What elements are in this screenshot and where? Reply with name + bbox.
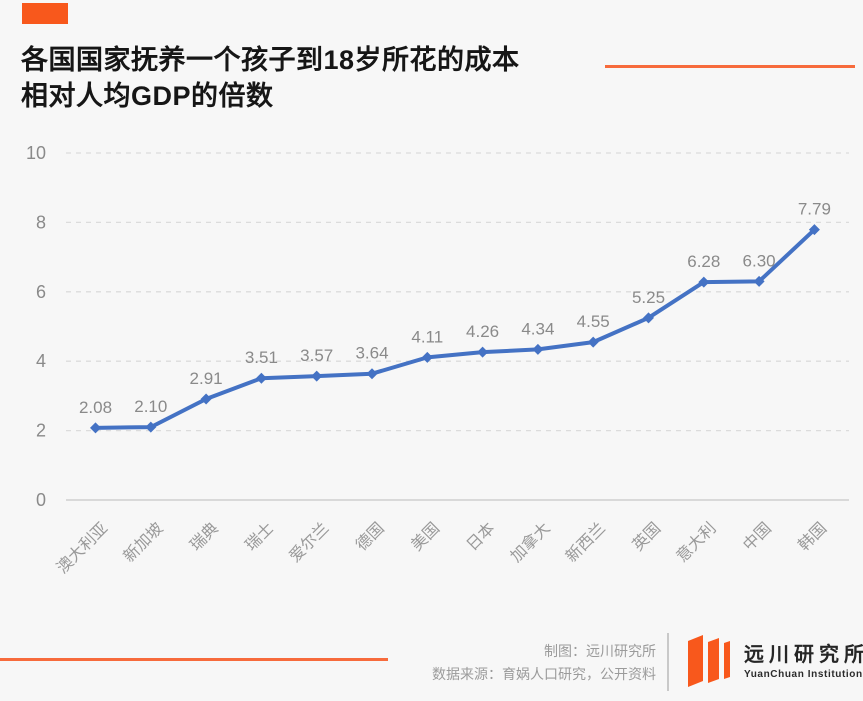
- data-point-marker: [587, 336, 599, 348]
- data-point-marker: [311, 370, 323, 382]
- x-tick-label: 美国: [408, 519, 443, 554]
- y-tick-label: 0: [36, 490, 46, 510]
- data-point-marker: [808, 224, 820, 236]
- x-tick-label: 韩国: [795, 519, 830, 554]
- x-tick-label: 英国: [629, 519, 664, 554]
- yuanchuan-logo: 远川研究所 YuanChuan Institution: [688, 633, 863, 689]
- accent-square: [22, 3, 68, 24]
- y-tick-label: 10: [26, 143, 46, 163]
- data-point-marker: [90, 422, 101, 434]
- data-point-label: 6.30: [743, 251, 776, 270]
- data-point-marker: [477, 346, 489, 358]
- y-tick-label: 4: [36, 351, 46, 371]
- x-tick-label: 中国: [740, 519, 775, 554]
- data-point-marker: [753, 275, 765, 287]
- footer-accent-line: [0, 658, 388, 661]
- x-tick-label: 德国: [352, 519, 387, 554]
- x-tick-label: 澳大利亚: [53, 519, 111, 577]
- data-point-label: 3.57: [300, 346, 333, 365]
- logo-bars-icon: [688, 635, 730, 687]
- data-point-marker: [643, 312, 654, 324]
- x-tick-label: 爱尔兰: [286, 519, 333, 566]
- data-point-label: 3.51: [245, 348, 278, 367]
- data-point-label: 2.10: [134, 397, 167, 416]
- data-point-marker: [421, 351, 433, 363]
- data-point-marker: [200, 393, 212, 405]
- x-tick-label: 日本: [463, 519, 498, 554]
- x-tick-label: 新西兰: [562, 519, 609, 566]
- line-chart: 0 2 4 6 8 10 2.08 澳大利亚 2.10 新加坡 2.91 瑞典 3.51 瑞士 3.57 爱尔…: [26, 143, 849, 577]
- data-point-marker: [532, 343, 544, 355]
- page-title-line-2: 相对人均GDP的倍数: [21, 81, 274, 111]
- x-tick-label: 瑞士: [242, 519, 277, 554]
- y-tick-label: 2: [36, 421, 46, 441]
- data-point-label: 5.25: [632, 288, 665, 307]
- data-point-label: 6.28: [687, 252, 720, 271]
- y-tick-label: 6: [36, 282, 46, 302]
- title-accent-line: [605, 65, 855, 68]
- data-point-label: 2.91: [190, 369, 223, 388]
- footer-divider: [667, 633, 669, 691]
- data-point-label: 2.08: [79, 398, 112, 417]
- data-line: [93, 227, 817, 430]
- data-point-label: 3.64: [355, 344, 388, 363]
- data-point-label: 4.11: [411, 327, 443, 346]
- page-title: 各国国家抚养一个孩子到18岁所花的成本 相对人均GDP的倍数: [21, 42, 520, 114]
- data-point-marker: [145, 421, 157, 433]
- data-point-label: 7.79: [798, 200, 831, 219]
- page-title-line-1: 各国国家抚养一个孩子到18岁所花的成本: [21, 45, 520, 75]
- chart-credits: 制图：远川研究所 数据来源：育娲人口研究，公开资料: [432, 640, 656, 686]
- credit-data-source: 数据来源：育娲人口研究，公开资料: [432, 666, 656, 682]
- logo-name-cn: 远川研究所: [744, 643, 863, 666]
- data-point-label: 4.55: [577, 312, 610, 331]
- data-point-marker: [366, 368, 378, 380]
- logo-name-en: YuanChuan Institution: [744, 668, 863, 680]
- data-point-marker: [255, 372, 267, 384]
- data-point-label: 4.34: [521, 319, 554, 338]
- x-tick-label: 意大利: [672, 518, 719, 565]
- x-tick-label: 加拿大: [506, 518, 553, 565]
- x-tick-label: 瑞典: [187, 519, 222, 554]
- data-point-marker: [698, 276, 710, 288]
- x-tick-label: 新加坡: [120, 519, 167, 566]
- y-tick-label: 8: [36, 212, 46, 232]
- data-point-label: 4.26: [466, 322, 499, 341]
- logo-text: 远川研究所 YuanChuan Institution: [744, 643, 863, 680]
- credit-maker: 制图：远川研究所: [544, 643, 656, 659]
